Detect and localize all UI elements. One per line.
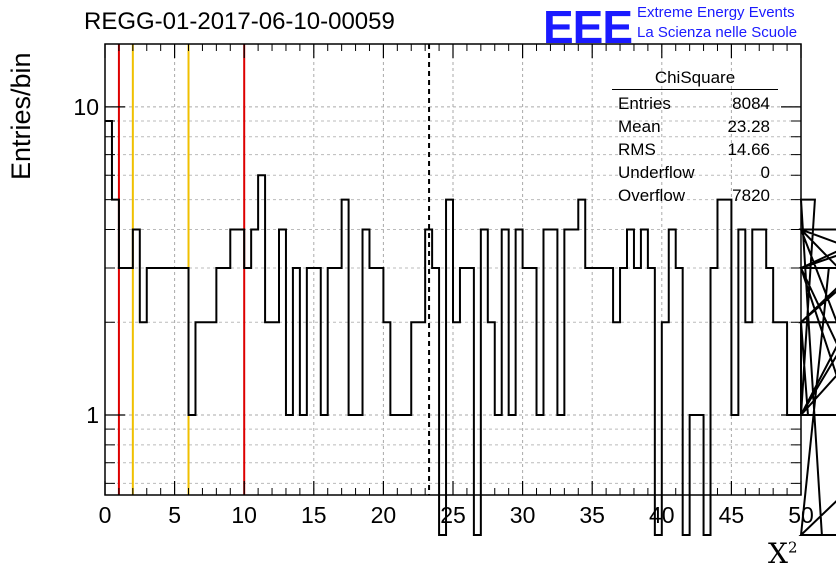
stats-label: RMS xyxy=(618,140,656,159)
stats-value: 14.66 xyxy=(727,140,770,159)
eee-logo: EEE xyxy=(543,1,633,53)
axes: 0 5 10 15 20 25 30 35 40 45 50 1 10 xyxy=(73,43,814,528)
stats-value: 7820 xyxy=(732,186,770,205)
x-tick-label: 35 xyxy=(579,502,605,528)
x-tick-label: 20 xyxy=(371,502,397,528)
y-tick-label: 10 xyxy=(73,94,99,120)
stats-title: ChiSquare xyxy=(612,68,778,90)
stats-row-underflow: Underflow 0 xyxy=(612,161,778,184)
x-axis-label-sup: 2 xyxy=(787,538,798,557)
chart-title: REGG-01-2017-06-10-00059 xyxy=(84,8,395,35)
y-axis-label: Entries/bin xyxy=(6,52,36,180)
stats-row-overflow: Overflow 7820 xyxy=(612,184,778,207)
stats-value: 0 xyxy=(760,163,770,182)
x-tick-label: 15 xyxy=(301,502,327,528)
stats-row-mean: Mean 23.28 xyxy=(612,115,778,138)
x-tick-label: 40 xyxy=(649,502,675,528)
logo-line-2: La Scienza nelle Scuole xyxy=(637,24,798,41)
stats-value: 23.28 xyxy=(727,117,770,136)
x-axis-label-base: X xyxy=(768,537,788,570)
x-axis-label: X2 xyxy=(768,537,797,570)
stats-box: ChiSquare Entries 8084 Mean 23.28 RMS 14.66… xyxy=(612,68,778,207)
stats-label: Entries xyxy=(618,94,671,113)
histogram-line xyxy=(105,119,836,536)
x-tick-label: 5 xyxy=(168,502,181,528)
stats-label: Underflow xyxy=(618,163,695,182)
y-tick-label: 1 xyxy=(86,402,99,428)
x-tick-label: 0 xyxy=(99,502,112,528)
logo-line-1: Extreme Energy Events xyxy=(637,4,795,21)
x-tick-label: 10 xyxy=(231,502,257,528)
stats-value: 8084 xyxy=(732,94,770,113)
x-tick-label: 45 xyxy=(719,502,745,528)
x-tick-label: 25 xyxy=(440,502,466,528)
x-tick-label: 30 xyxy=(510,502,536,528)
stats-row-entries: Entries 8084 xyxy=(612,92,778,115)
stats-label: Mean xyxy=(618,117,661,136)
stats-label: Overflow xyxy=(618,186,686,205)
stats-row-rms: RMS 14.66 xyxy=(612,138,778,161)
x-tick-label: 50 xyxy=(788,502,814,528)
